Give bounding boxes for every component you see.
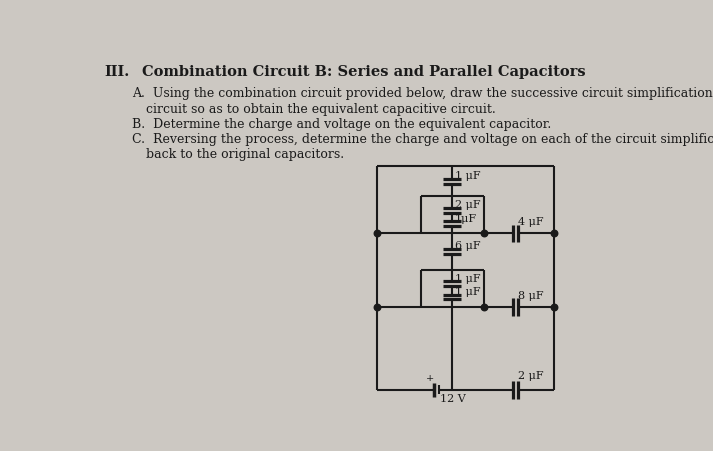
Point [371, 230, 383, 238]
Text: 1μF: 1μF [455, 213, 477, 223]
Text: back to the original capacitors.: back to the original capacitors. [145, 148, 344, 161]
Text: 6 μF: 6 μF [455, 241, 481, 251]
Text: 1 μF: 1 μF [455, 170, 481, 180]
Point [371, 304, 383, 311]
Text: 12 V: 12 V [440, 393, 466, 403]
Text: B.  Determine the charge and voltage on the equivalent capacitor.: B. Determine the charge and voltage on t… [132, 118, 551, 131]
Text: 2 μF: 2 μF [518, 371, 544, 381]
Text: 4 μF: 4 μF [518, 217, 544, 227]
Point [548, 304, 560, 311]
Text: 1 μF: 1 μF [455, 273, 481, 283]
Text: A.  Using the combination circuit provided below, draw the successive circuit si: A. Using the combination circuit provide… [132, 87, 713, 99]
Text: 1 μF: 1 μF [455, 286, 481, 297]
Text: circuit so as to obtain the equivalent capacitive circuit.: circuit so as to obtain the equivalent c… [145, 102, 496, 115]
Text: 8 μF: 8 μF [518, 291, 544, 301]
Text: III.: III. [105, 65, 130, 79]
Text: 2 μF: 2 μF [455, 200, 481, 210]
Text: C.  Reversing the process, determine the charge and voltage on each of the circu: C. Reversing the process, determine the … [132, 133, 713, 146]
Point [478, 304, 490, 311]
Text: +: + [426, 373, 434, 382]
Point [478, 230, 490, 238]
Text: Combination Circuit B: Series and Parallel Capacitors: Combination Circuit B: Series and Parall… [142, 65, 585, 79]
Point [548, 230, 560, 238]
